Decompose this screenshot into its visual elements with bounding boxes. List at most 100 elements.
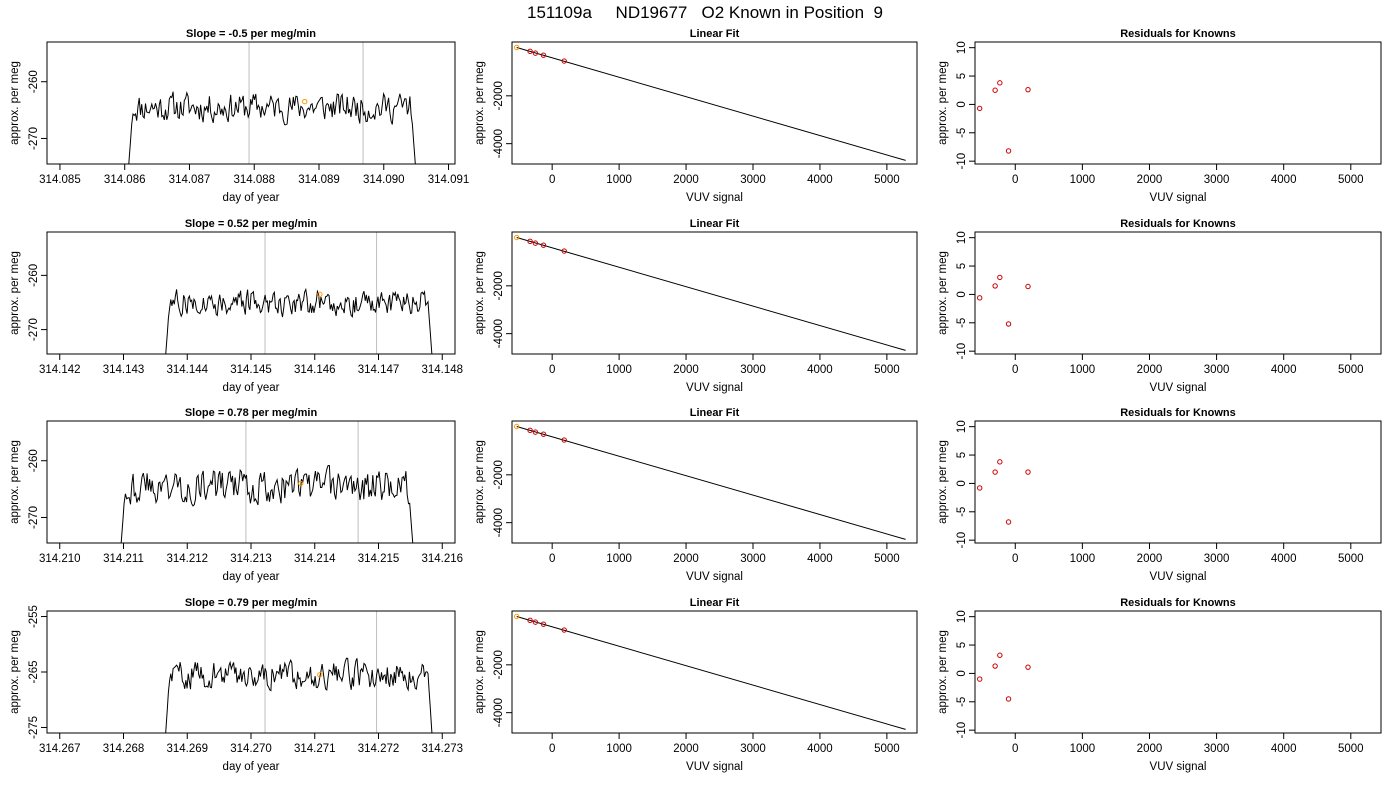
residual-point [976, 105, 983, 112]
fit-point [513, 613, 520, 620]
plot-frame [511, 610, 918, 734]
x-tick-label: 314.273 [421, 743, 463, 755]
x-tick-label: 0 [1012, 364, 1018, 376]
fit-point [527, 48, 533, 55]
residual-point [997, 80, 1003, 86]
x-tick-label: 3000 [740, 364, 766, 376]
x-tick-label: 4000 [807, 743, 833, 755]
x-tick-label: 3000 [740, 553, 766, 565]
fit-point [527, 427, 533, 434]
y-tick-label: -4000 [493, 129, 505, 158]
linear-fit-panel-row-2: Linear Fit 0 1000 2000 3000 4000 5000 -2000 -400… [474, 218, 918, 394]
plot-frame [974, 41, 1382, 165]
plot-frame [46, 610, 456, 734]
panel-title: Slope = 0.79 per meg/min [185, 597, 318, 609]
x-tick-label: 314.088 [233, 174, 275, 186]
x-tick-label: 3000 [740, 174, 766, 186]
residual-point [976, 295, 983, 301]
x-tick-label: 4000 [1271, 553, 1297, 565]
plot-area [976, 652, 1031, 702]
residual-point [1025, 86, 1031, 93]
x-axis-label: day of year [223, 192, 280, 204]
x-tick-label: 0 [1012, 743, 1018, 755]
time-series-panel-row-2: Slope = 0.52 per meg/min 314.142 314.143 31… [9, 218, 463, 394]
x-tick-label: 5000 [874, 364, 900, 376]
plot-frame [974, 420, 1382, 544]
panel-title: Residuals for Knowns [1120, 218, 1236, 230]
y-tick-label: -4000 [493, 319, 505, 348]
x-tick-label: 314.216 [421, 553, 463, 565]
x-tick-label: 4000 [1271, 174, 1297, 186]
residual-point [992, 283, 998, 289]
x-axis-label: VUV signal [686, 192, 743, 204]
x-tick-label: 5000 [1338, 364, 1364, 376]
x-tick-label: 4000 [1271, 364, 1297, 376]
y-tick-label: -2000 [493, 81, 505, 110]
residuals-panel-row-3: Residuals for Knowns 0 1000 2000 3000 4000 500… [937, 407, 1382, 583]
y-tick-label: 5 [956, 452, 968, 458]
plot-area [976, 80, 1031, 154]
signal-trace [120, 464, 414, 543]
x-tick-label: 314.211 [103, 553, 144, 565]
y-tick-label: 0 [956, 101, 968, 107]
residual-point [997, 652, 1003, 658]
residual-point [976, 676, 983, 682]
panel-grid: Slope = -0.5 per meg/min 314.085 314.086 31… [9, 28, 1382, 773]
x-tick-label: 2000 [673, 364, 699, 376]
y-tick-label: -260 [28, 70, 40, 93]
residual-point [992, 663, 998, 669]
y-tick-label: -5 [956, 128, 968, 138]
x-tick-label: 314.215 [358, 553, 400, 565]
fit-point [513, 423, 520, 430]
fit-point [513, 44, 520, 51]
x-axis-label: VUV signal [686, 761, 743, 773]
x-tick-label: 5000 [1338, 553, 1364, 565]
fit-point [532, 619, 539, 625]
x-tick-label: 1000 [606, 553, 632, 565]
panel-title: Linear Fit [690, 407, 740, 419]
fit-point [527, 238, 533, 245]
x-tick-label: 0 [1012, 174, 1018, 186]
x-tick-label: 314.089 [298, 174, 340, 186]
y-axis-label: approx. per meg [474, 630, 486, 714]
x-tick-label: 2000 [673, 553, 699, 565]
x-tick-label: 0 [549, 174, 555, 186]
linear-fit-panel-row-4: Linear Fit 0 1000 2000 3000 4000 5000 -2000 -400… [474, 597, 918, 773]
x-axis-label: VUV signal [686, 382, 743, 394]
y-axis-label: approx. per meg [9, 61, 21, 145]
panel-title: Residuals for Knowns [1120, 28, 1236, 40]
x-tick-label: 1000 [606, 743, 632, 755]
x-tick-label: 2000 [1137, 174, 1163, 186]
fit-point [561, 58, 567, 64]
y-tick-label: -260 [28, 449, 40, 472]
residual-point [992, 87, 998, 93]
reference-marker [317, 291, 323, 298]
x-tick-label: 314.085 [39, 174, 81, 186]
x-tick-label: 314.091 [428, 174, 470, 186]
plot-frame [511, 420, 918, 544]
y-tick-label: -10 [956, 722, 968, 739]
residual-point [1005, 696, 1012, 702]
residuals-panel-row-4: Residuals for Knowns 0 1000 2000 3000 4000 500… [937, 597, 1382, 773]
x-tick-label: 2000 [1137, 364, 1163, 376]
time-series-panel-row-3: Slope = 0.78 per meg/min 314.210 314.211 31… [9, 407, 463, 583]
plot-area [513, 613, 906, 730]
x-tick-label: 314.143 [103, 364, 145, 376]
y-tick-label: -5 [956, 318, 968, 328]
plot-frame [511, 41, 918, 165]
plot-area [976, 274, 1031, 327]
reference-marker [302, 98, 308, 105]
residual-point [1005, 148, 1012, 154]
y-tick-label: -270 [28, 506, 40, 529]
y-tick-label: -10 [956, 343, 968, 360]
fit-point [561, 627, 567, 633]
x-tick-label: 2000 [1137, 553, 1163, 565]
fit-line [516, 47, 906, 161]
residual-point [1025, 469, 1031, 475]
x-axis-label: day of year [223, 761, 280, 773]
x-tick-label: 2000 [673, 174, 699, 186]
y-tick-label: 5 [956, 263, 968, 269]
y-tick-label: -2000 [493, 460, 505, 489]
x-tick-label: 314.269 [166, 743, 208, 755]
fit-line [516, 426, 906, 540]
